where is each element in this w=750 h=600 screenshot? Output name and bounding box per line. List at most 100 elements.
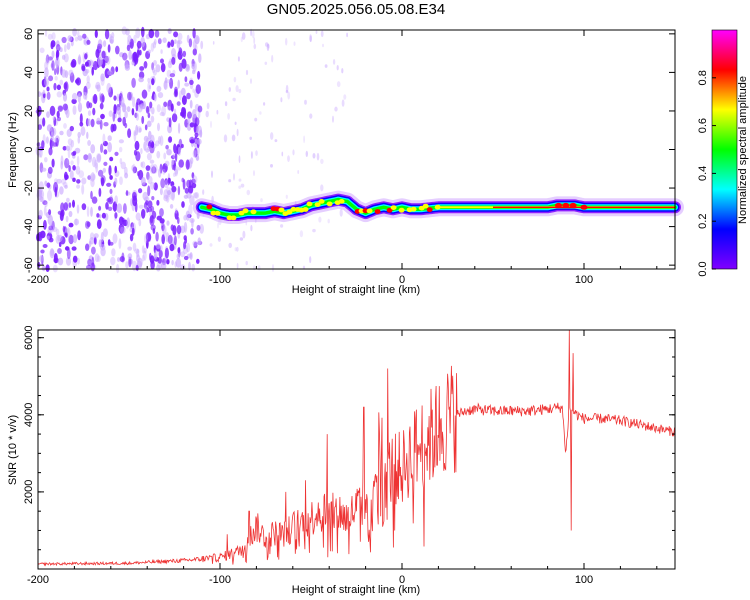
spectrogram-noise-blob	[182, 179, 186, 190]
spectrogram-noise-blob	[93, 236, 97, 245]
spectrogram-noise-blob	[164, 77, 168, 84]
spectrogram-noise-blob	[185, 159, 190, 170]
spectrogram-noise-blob	[102, 167, 107, 173]
spectrogram-faint-blob	[304, 99, 307, 105]
spectrogram-faint-blob	[250, 224, 253, 232]
spectrogram-noise-blob	[115, 66, 119, 73]
spectrogram-noise-blob	[135, 101, 139, 112]
spectrogram-noise-blob	[137, 257, 143, 268]
spectrogram-noise-blob	[67, 138, 73, 146]
spectrogram-noise-blob	[107, 44, 111, 53]
spectrogram-noise-blob	[163, 189, 169, 200]
spectrogram-faint-blob	[312, 228, 316, 233]
spectrogram-noise-blob	[37, 124, 42, 130]
spectrogram-noise-blob	[131, 77, 136, 88]
spectrogram-faint-blob	[254, 117, 258, 122]
spectrogram-noise-blob	[156, 85, 162, 92]
spectrogram-noise-blob	[56, 91, 62, 98]
spectrogram-noise-blob	[135, 151, 141, 162]
spectrogram-faint-blob	[263, 102, 266, 106]
spectrogram-noise-blob	[106, 182, 112, 187]
spectrogram-noise-blob	[140, 103, 146, 110]
spectrogram-noise-blob	[64, 158, 70, 169]
spectrogram-noise-blob	[45, 55, 50, 65]
spectrogram-faint-blob	[264, 61, 268, 65]
spectrogram-noise-blob	[195, 36, 200, 45]
spectrogram-noise-blob	[82, 33, 87, 39]
spectrogram-noise-blob	[47, 214, 53, 226]
spectrogram-hot-spot	[434, 204, 441, 210]
spectrogram-noise-blob	[100, 231, 104, 243]
spectrogram-noise-blob	[125, 261, 129, 269]
spectrogram-noise-blob	[197, 237, 202, 246]
spectrogram-noise-blob	[47, 33, 53, 40]
spectrogram-noise-blob	[107, 135, 112, 142]
spectrogram-noise-blob	[87, 110, 92, 116]
spectrogram-faint-blob	[309, 256, 312, 264]
spectrogram-noise-blob	[51, 158, 55, 168]
spectrogram-noise-blob	[114, 165, 117, 174]
spectrogram-noise-blob	[184, 187, 189, 194]
spectrogram-noise-blob	[49, 105, 56, 116]
spectrogram-noise-blob	[88, 240, 92, 247]
spectrogram-noise-blob	[171, 113, 178, 123]
spectrogram-noise-blob	[143, 250, 147, 261]
spectrogram-noise-blob	[65, 257, 72, 266]
spectrogram-noise-blob	[103, 122, 109, 127]
spectrogram-hot-spot	[366, 208, 373, 214]
spectrogram-noise-blob	[161, 234, 165, 245]
spectrogram-faint-blob	[250, 78, 252, 84]
spectrogram-noise-blob	[85, 243, 90, 251]
spectrogram-noise-blob	[143, 61, 148, 69]
spectrogram-noise-blob	[47, 166, 53, 174]
spectrogram-noise-blob	[101, 212, 106, 219]
spectrogram-noise-blob	[44, 67, 49, 78]
spectrogram-noise-blob	[61, 178, 67, 185]
spectrogram-noise-blob	[144, 124, 148, 131]
spectrogram-noise-blob	[181, 143, 184, 149]
spectrogram-noise-blob	[100, 113, 105, 120]
spectrogram-faint-blob	[252, 30, 255, 39]
spectrogram-hot-spot	[374, 209, 381, 214]
spectrogram-noise-blob	[86, 39, 91, 45]
spectrogram-noise-blob	[92, 60, 98, 71]
spectrogram-noise-blob	[64, 174, 69, 180]
spectrogram-faint-blob	[206, 102, 210, 110]
spectrogram-noise-blob	[186, 63, 190, 71]
spectrogram-noise-blob	[176, 253, 180, 260]
spectrogram-faint-blob	[320, 184, 324, 192]
spectrogram-faint-blob	[250, 151, 253, 159]
spectrogram-noise-blob	[181, 58, 187, 69]
spectrogram-noise-blob	[100, 143, 104, 153]
spectrogram-noise-blob	[114, 195, 118, 205]
spectrogram-noise-blob	[114, 151, 119, 156]
spectrogram-faint-blob	[327, 218, 330, 224]
spectrogram-noise-blob	[131, 227, 135, 236]
spectrogram-noise-blob	[72, 27, 77, 37]
spectrogram-noise-blob	[138, 127, 142, 133]
spectrogram-noise-blob	[177, 247, 181, 254]
spectrogram-noise-blob	[180, 251, 186, 258]
spectrogram-noise-blob	[108, 165, 112, 176]
spectrogram-noise-blob	[163, 80, 169, 90]
spectrogram-noise-blob	[145, 232, 152, 242]
spectrogram-noise-blob	[66, 248, 71, 260]
snr-marks	[37, 329, 676, 567]
spectrogram-noise-blob	[111, 248, 116, 257]
spectrogram-noise-blob	[171, 186, 177, 193]
spectrogram-noise-blob	[192, 240, 198, 247]
spectrogram-noise-blob	[189, 79, 194, 85]
spectrogram-noise-blob	[198, 130, 203, 138]
spectrogram-noise-blob	[97, 169, 104, 177]
spectrogram-noise-blob	[75, 165, 81, 175]
spectrogram-noise-blob	[62, 225, 66, 233]
spectrogram-noise-blob	[150, 205, 155, 213]
spectrogram-noise-blob	[195, 155, 200, 162]
spectrogram-noise-blob	[47, 56, 54, 61]
spectrogram-faint-blob	[339, 209, 343, 217]
spectrogram-faint-blob	[270, 164, 273, 168]
spectrogram-noise-blob	[159, 188, 163, 196]
spectrogram-noise-blob	[140, 148, 143, 155]
spectrogram-noise-blob	[152, 69, 157, 76]
spectrogram-hot-spot	[562, 202, 570, 208]
